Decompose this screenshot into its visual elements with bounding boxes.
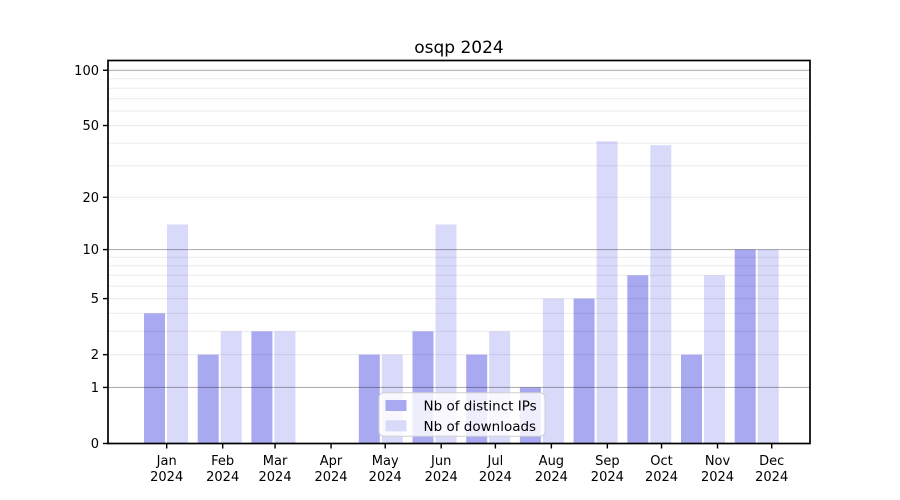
bar-oct-distinct-ips bbox=[627, 275, 649, 444]
x-tick-label-year: 2024 bbox=[591, 470, 624, 485]
legend-swatch-distinct-ips bbox=[385, 400, 407, 411]
y-tick-label: 1 bbox=[91, 381, 99, 396]
x-tick-label-month: Oct bbox=[650, 454, 672, 469]
x-tick-label-year: 2024 bbox=[479, 470, 512, 485]
plot-area: 1005020105210Jan2024Feb2024Mar2024Apr202… bbox=[74, 59, 811, 485]
x-tick-label-year: 2024 bbox=[755, 470, 788, 485]
bar-feb-distinct-ips bbox=[197, 354, 219, 444]
bar-nov-downloads bbox=[704, 275, 725, 444]
x-tick-label-year: 2024 bbox=[314, 470, 347, 485]
bar-sep-downloads bbox=[596, 141, 618, 444]
y-tick-label: 20 bbox=[82, 191, 99, 206]
bar-mar-downloads bbox=[274, 331, 296, 444]
bar-dec-distinct-ips bbox=[734, 249, 756, 444]
x-tick-label-month: Sep bbox=[595, 454, 620, 469]
x-tick-label-month: May bbox=[372, 454, 399, 469]
bar-feb-downloads bbox=[220, 331, 242, 444]
x-tick-label-month: Dec bbox=[759, 454, 784, 469]
x-tick-label-year: 2024 bbox=[150, 470, 183, 485]
x-tick-label-month: Aug bbox=[539, 454, 564, 469]
x-tick-label-month: Mar bbox=[263, 454, 288, 469]
x-tick-label-year: 2024 bbox=[425, 470, 458, 485]
x-tick-label-year: 2024 bbox=[206, 470, 239, 485]
chart-title: osqp 2024 bbox=[414, 38, 504, 58]
y-tick-label: 10 bbox=[82, 243, 99, 258]
bar-jan-distinct-ips bbox=[144, 313, 165, 444]
bar-sep-distinct-ips bbox=[573, 298, 595, 444]
bar-jun-downloads bbox=[435, 224, 457, 444]
y-tick-label: 5 bbox=[91, 292, 99, 307]
x-tick-label-month: Feb bbox=[211, 454, 234, 469]
legend-swatch-downloads bbox=[385, 420, 407, 432]
y-tick-label: 100 bbox=[74, 64, 99, 79]
bar-jan-downloads bbox=[167, 224, 188, 444]
x-tick-label-year: 2024 bbox=[701, 470, 734, 485]
bar-oct-downloads bbox=[650, 145, 672, 444]
x-tick-label-year: 2024 bbox=[259, 470, 292, 485]
x-tick-label-year: 2024 bbox=[645, 470, 678, 485]
plot-border bbox=[107, 59, 811, 445]
bar-mar-distinct-ips bbox=[251, 331, 273, 444]
y-tick-label: 50 bbox=[82, 119, 99, 134]
x-tick-label-month: Jun bbox=[430, 454, 451, 469]
bar-may-distinct-ips bbox=[358, 354, 380, 444]
x-tick-label-month: Apr bbox=[320, 454, 343, 469]
legend: Nb of distinct IPs Nb of downloads bbox=[378, 392, 546, 437]
legend-box bbox=[378, 392, 546, 437]
x-tick-label-month: Jan bbox=[156, 454, 177, 469]
y-tick-label: 0 bbox=[91, 437, 99, 452]
bar-nov-distinct-ips bbox=[681, 354, 702, 444]
legend-label-distinct-ips: Nb of distinct IPs bbox=[424, 399, 537, 415]
x-tick-label-year: 2024 bbox=[535, 470, 568, 485]
bar-aug-downloads bbox=[542, 298, 564, 444]
x-tick-label-month: Jul bbox=[487, 454, 504, 469]
x-tick-label-month: Nov bbox=[705, 454, 731, 469]
y-tick-label: 2 bbox=[91, 348, 99, 363]
legend-label-downloads: Nb of downloads bbox=[424, 419, 537, 435]
bar-dec-downloads bbox=[757, 249, 779, 444]
x-tick-label-year: 2024 bbox=[369, 470, 402, 485]
